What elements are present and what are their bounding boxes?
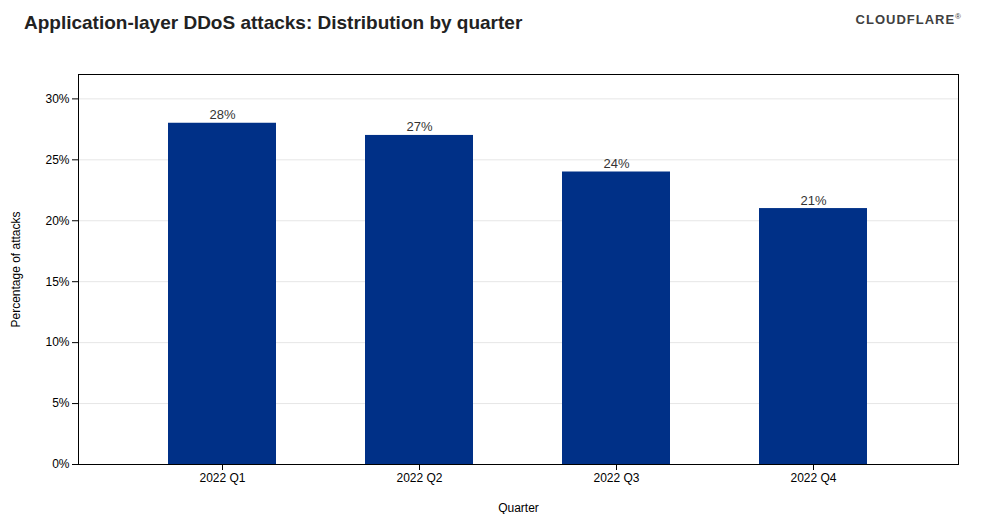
svg-text:21%: 21% (800, 193, 826, 208)
svg-text:2022 Q3: 2022 Q3 (593, 471, 639, 485)
html-text:Application-layer DDoS attacks: Application-layer DDoS attacks: Distribu… (24, 12, 523, 33)
svg-text:Percentage of attacks: Percentage of attacks (9, 211, 23, 327)
svg-text:20%: 20% (45, 214, 69, 228)
svg-text:2022 Q1: 2022 Q1 (199, 471, 245, 485)
svg-text:10%: 10% (45, 335, 69, 349)
svg-text:30%: 30% (45, 92, 69, 106)
svg-text:2022 Q2: 2022 Q2 (396, 471, 442, 485)
svg-text:27%: 27% (406, 119, 432, 134)
html-text:CLOUDFLARE®: CLOUDFLARE® (855, 12, 962, 28)
svg-text:25%: 25% (45, 153, 69, 167)
svg-text:Quarter: Quarter (498, 501, 539, 515)
svg-text:24%: 24% (603, 156, 629, 171)
svg-text:5%: 5% (52, 396, 70, 410)
svg-text:15%: 15% (45, 275, 69, 289)
svg-text:2022 Q4: 2022 Q4 (790, 471, 836, 485)
svg-text:28%: 28% (209, 107, 235, 122)
svg-text:0%: 0% (52, 457, 70, 471)
